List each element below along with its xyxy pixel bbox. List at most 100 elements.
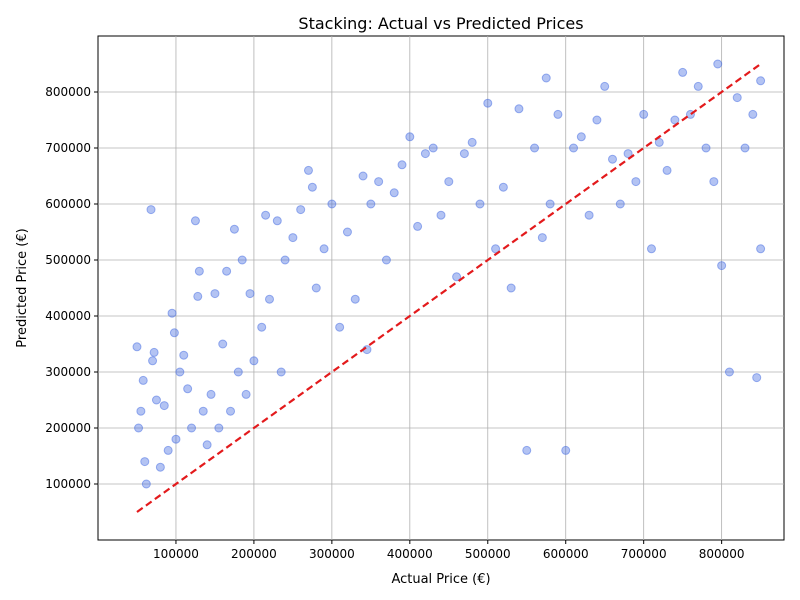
data-point <box>193 291 203 301</box>
plot-area <box>97 35 785 541</box>
data-point <box>584 210 594 220</box>
data-point <box>198 406 208 416</box>
data-point <box>257 322 267 332</box>
y-tick-label: 600000 <box>45 197 91 211</box>
data-point <box>163 445 173 455</box>
data-point <box>138 375 148 385</box>
data-point <box>561 445 571 455</box>
data-point <box>701 143 711 153</box>
data-point <box>670 115 680 125</box>
x-tick-label: 800000 <box>699 547 745 561</box>
data-point <box>428 143 438 153</box>
data-point <box>436 210 446 220</box>
data-point <box>229 224 239 234</box>
data-point <box>202 440 212 450</box>
data-point <box>159 401 169 411</box>
data-point <box>646 244 656 254</box>
x-tick-label: 400000 <box>387 547 433 561</box>
data-point <box>169 328 179 338</box>
data-point <box>335 322 345 332</box>
data-point <box>491 244 501 254</box>
data-point <box>210 289 220 299</box>
data-point <box>678 67 688 77</box>
data-point <box>444 177 454 187</box>
data-point <box>506 283 516 293</box>
data-point <box>167 308 177 318</box>
data-point <box>732 93 742 103</box>
data-point <box>342 227 352 237</box>
data-point <box>553 109 563 119</box>
data-point <box>134 423 144 433</box>
data-point <box>141 479 151 489</box>
data-point <box>756 244 766 254</box>
data-point <box>522 445 532 455</box>
data-point <box>276 367 286 377</box>
data-point <box>537 233 547 243</box>
data-point <box>717 261 727 271</box>
data-point <box>194 266 204 276</box>
y-tick-label: 400000 <box>45 309 91 323</box>
data-point <box>713 59 723 69</box>
data-point <box>514 104 524 114</box>
data-point <box>545 199 555 209</box>
x-axis-ticks: 100000 200000 300000 400000 500000 600000 7000… <box>153 540 745 561</box>
grid <box>98 36 784 540</box>
data-point <box>389 188 399 198</box>
data-point <box>136 406 146 416</box>
data-point <box>662 165 672 175</box>
data-point <box>498 182 508 192</box>
data-point <box>350 294 360 304</box>
data-point <box>358 171 368 181</box>
data-point <box>381 255 391 265</box>
data-point <box>280 255 290 265</box>
data-point <box>467 137 477 147</box>
points-group <box>132 59 766 489</box>
data-point <box>241 389 251 399</box>
data-point <box>183 384 193 394</box>
data-point <box>541 73 551 83</box>
data-point <box>148 356 158 366</box>
data-point <box>132 342 142 352</box>
y-tick-label: 200000 <box>45 421 91 435</box>
x-tick-label: 500000 <box>465 547 511 561</box>
y-axis-ticks: 100000 200000 300000 400000 500000 600000 7000… <box>45 85 98 491</box>
data-point <box>327 199 337 209</box>
data-point <box>146 205 156 215</box>
data-point <box>187 423 197 433</box>
data-point <box>222 266 232 276</box>
data-point <box>693 81 703 91</box>
data-point <box>218 339 228 349</box>
reference-line <box>136 63 762 513</box>
y-tick-label: 300000 <box>45 365 91 379</box>
x-tick-label: 600000 <box>543 547 589 561</box>
data-point <box>592 115 602 125</box>
data-point <box>214 423 224 433</box>
data-point <box>420 149 430 159</box>
data-point <box>149 347 159 357</box>
data-point <box>752 373 762 383</box>
data-point <box>452 272 462 282</box>
y-axis-title: Predicted Price (€) <box>15 228 30 347</box>
data-point <box>654 137 664 147</box>
data-point <box>288 233 298 243</box>
data-point <box>374 177 384 187</box>
data-point <box>608 154 617 164</box>
data-point <box>175 367 185 377</box>
data-point <box>237 255 247 265</box>
data-point <box>140 457 150 467</box>
data-point <box>311 283 321 293</box>
y-tick-label: 100000 <box>45 477 91 491</box>
x-tick-label: 700000 <box>621 547 667 561</box>
data-point <box>179 350 189 360</box>
data-point <box>151 395 161 405</box>
x-tick-label: 100000 <box>153 547 199 561</box>
data-point <box>171 434 181 444</box>
data-point <box>740 143 750 153</box>
chart-title: Stacking: Actual vs Predicted Prices <box>298 14 583 33</box>
data-point <box>249 356 259 366</box>
data-point <box>709 177 719 187</box>
data-point <box>724 367 734 377</box>
y-tick-label: 700000 <box>45 141 91 155</box>
